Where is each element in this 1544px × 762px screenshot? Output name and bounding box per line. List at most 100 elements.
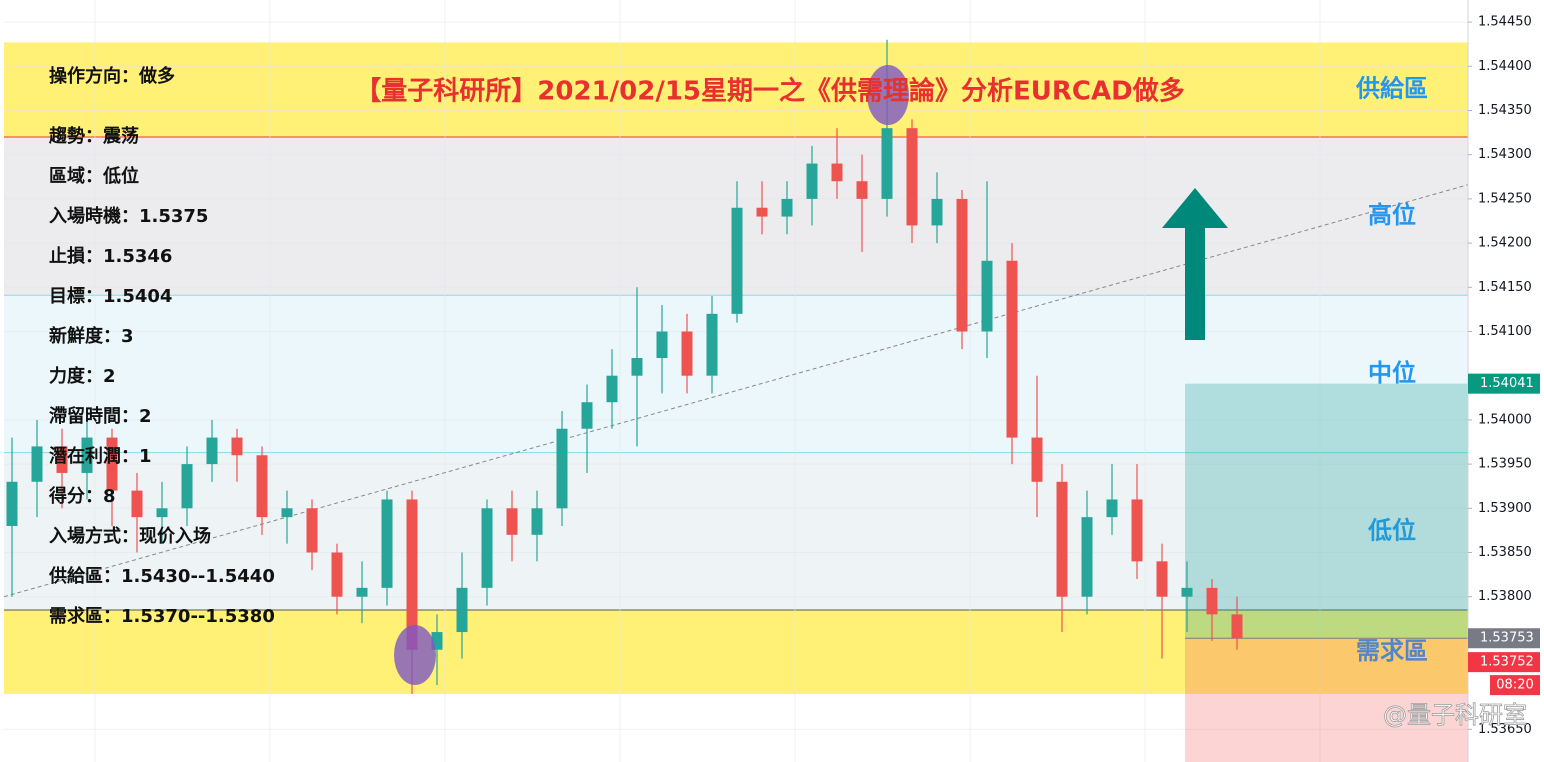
highlight-circle xyxy=(394,625,436,685)
candle-body xyxy=(481,508,493,588)
note: 入場時機：1.5375 xyxy=(49,205,208,227)
y-tick-label: 1.54400 xyxy=(1478,59,1532,74)
note: 供給區：1.5430--1.5440 xyxy=(48,565,275,587)
y-tick-label: 1.54150 xyxy=(1478,280,1532,295)
candle-body xyxy=(1206,587,1218,615)
candle-body xyxy=(1006,260,1018,438)
y-tick-label: 1.53950 xyxy=(1478,457,1532,472)
note: 滯留時間：2 xyxy=(49,405,152,427)
y-tick-label: 1.53850 xyxy=(1478,545,1532,560)
candle-body xyxy=(506,508,518,535)
candle-body xyxy=(306,508,318,553)
candle-body xyxy=(881,128,893,199)
candle-body xyxy=(456,587,468,633)
up-arrow xyxy=(1162,188,1228,340)
price-tag-label: 1.53752 xyxy=(1480,655,1534,670)
price-axis: 1.54450 1.54400 1.54350 1.54300 1.54250 1.542… xyxy=(1467,0,1544,762)
candle-body xyxy=(981,260,993,332)
candle-body xyxy=(231,437,243,456)
trendline xyxy=(3,184,1469,598)
candle-body xyxy=(956,198,968,332)
price-tag xyxy=(1468,652,1540,673)
candle-body xyxy=(581,402,593,429)
candle-body xyxy=(181,464,193,509)
candle-body xyxy=(1031,437,1043,482)
note: 目標：1.5404 xyxy=(49,285,172,307)
zone xyxy=(4,295,1468,453)
y-tick-label: 1.54000 xyxy=(1478,412,1532,427)
candle-body xyxy=(731,207,743,314)
candle-body xyxy=(1056,481,1068,597)
y-tick-label: 1.54300 xyxy=(1478,147,1532,162)
candle-body xyxy=(6,481,18,526)
candle-body xyxy=(56,446,68,473)
candle-body xyxy=(606,375,618,403)
candle-body xyxy=(681,331,693,376)
candle-body xyxy=(331,552,343,597)
chart-title: 【量子科研所】2021/02/15星期一之《供需理論》分析EURCAD做多 xyxy=(355,76,1184,107)
candle-body xyxy=(156,508,168,518)
vertical-grid xyxy=(94,0,1321,762)
candle-body xyxy=(631,358,643,376)
note: 得分：8 xyxy=(48,485,116,507)
candle-body xyxy=(256,455,268,518)
candle-body xyxy=(756,207,768,217)
candle-body xyxy=(106,437,118,491)
y-tick-label: 1.54450 xyxy=(1478,15,1532,30)
plot xyxy=(3,39,1469,762)
overlay xyxy=(394,65,1228,685)
profit-zone xyxy=(1185,383,1468,639)
note: 潛在利潤：1 xyxy=(49,445,152,467)
candle-body xyxy=(531,508,543,535)
candle-body xyxy=(1106,499,1118,518)
candle-body xyxy=(81,437,93,473)
candle-body xyxy=(281,508,293,518)
candle-body xyxy=(381,499,393,588)
note: 區域：低位 xyxy=(49,165,139,187)
y-tick-label: 1.54100 xyxy=(1478,324,1532,339)
candle-body xyxy=(906,128,918,226)
y-tick-label: 1.54350 xyxy=(1478,103,1532,118)
candle-body xyxy=(1081,517,1093,597)
zone xyxy=(4,452,1468,610)
candle-body xyxy=(806,163,818,199)
candle-body xyxy=(1231,614,1243,639)
candle-body xyxy=(856,181,868,199)
zone-label: 供給區 xyxy=(1355,75,1428,103)
y-tick-label: 1.54250 xyxy=(1478,191,1532,206)
y-tick-label: 1.54200 xyxy=(1478,236,1532,251)
y-tick-label: 1.53900 xyxy=(1478,501,1532,516)
candle-body xyxy=(931,198,943,226)
candle-body xyxy=(1156,561,1168,597)
watermark: @量子科研室 xyxy=(1383,701,1527,729)
note: 趨勢：震荡 xyxy=(48,125,139,147)
candle-body xyxy=(781,198,793,217)
price-tag-label: 1.54041 xyxy=(1480,376,1534,391)
candle-body xyxy=(831,163,843,182)
candle-body xyxy=(656,331,668,359)
countdown: 08:20 xyxy=(1496,678,1533,693)
countdown-tag xyxy=(1490,675,1540,696)
price-tag xyxy=(1468,628,1540,649)
candle-body xyxy=(206,437,218,465)
zone-label: 需求區 xyxy=(1356,637,1428,665)
y-tick-label: 1.53650 xyxy=(1478,722,1532,737)
candle-body xyxy=(431,632,443,650)
note: 需求區：1.5370--1.5380 xyxy=(49,605,275,627)
candle-body xyxy=(406,499,418,650)
zone xyxy=(4,42,1468,138)
note: 操作方向：做多 xyxy=(49,65,175,87)
candle-body xyxy=(356,587,368,597)
zone-label: 低位 xyxy=(1367,516,1416,544)
candle-body xyxy=(556,428,568,509)
candle-body xyxy=(31,446,43,482)
candle-body xyxy=(706,313,718,376)
price-tag xyxy=(1468,373,1540,394)
note: 力度：2 xyxy=(49,365,116,387)
loss-zone xyxy=(1185,638,1468,762)
highlight-circle xyxy=(867,65,909,125)
y-tick-label: 1.53800 xyxy=(1478,589,1532,604)
